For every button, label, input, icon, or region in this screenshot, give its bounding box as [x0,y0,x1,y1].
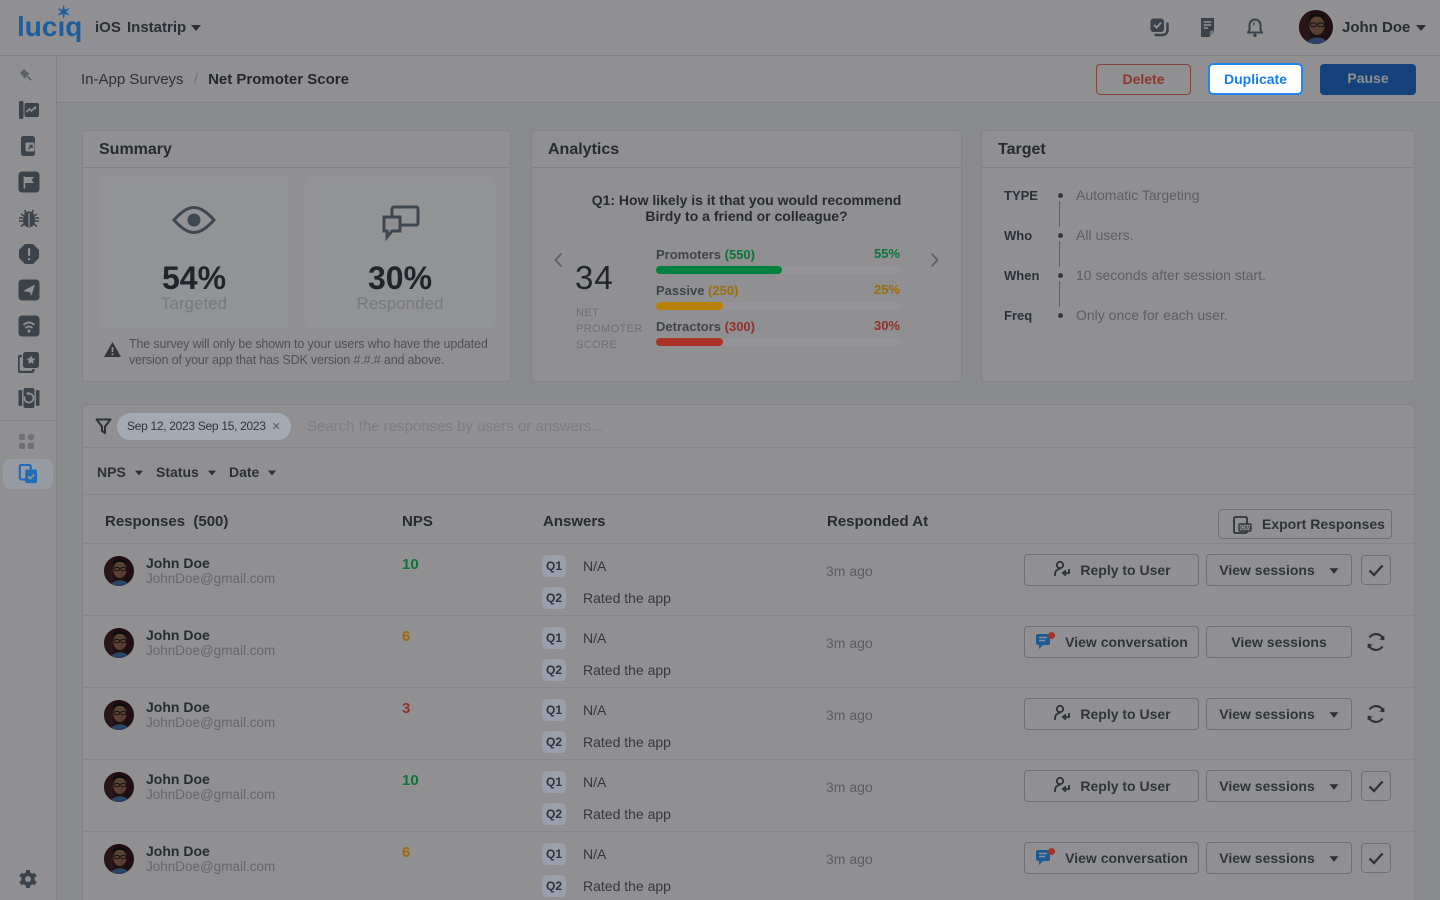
svg-text:CSV: CSV [1240,526,1252,532]
